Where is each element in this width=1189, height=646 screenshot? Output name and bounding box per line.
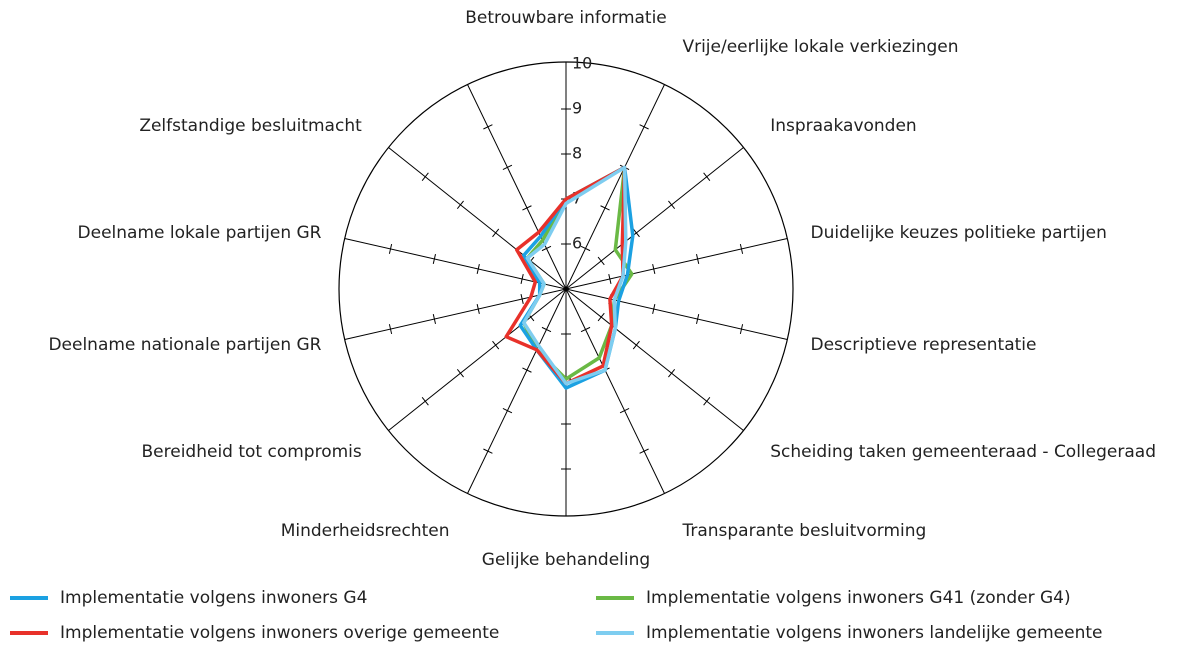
axis-label: Scheiding taken gemeenteraad - Collegera… xyxy=(770,442,1156,462)
spoke xyxy=(565,288,665,494)
tick-mark xyxy=(632,228,640,238)
axis-label: Transparante besluitvorming xyxy=(681,521,926,541)
r-tick-label: 9 xyxy=(572,99,582,118)
tick-mark xyxy=(580,245,591,252)
tick-mark xyxy=(597,256,605,266)
tick-mark xyxy=(432,314,436,325)
r-tick-label: 10 xyxy=(572,54,592,73)
spoke xyxy=(388,288,567,431)
axis-label: Vrije/eerlijke lokale verkiezingen xyxy=(682,37,958,57)
tick-mark xyxy=(580,326,591,333)
spoke xyxy=(565,288,744,431)
tick-mark xyxy=(739,243,744,254)
tick-mark xyxy=(608,274,612,284)
tick-mark xyxy=(502,164,513,170)
tick-mark xyxy=(520,274,524,284)
series-line xyxy=(518,165,635,390)
tick-mark xyxy=(456,200,464,210)
axis-label: Gelijke behandeling xyxy=(482,550,650,570)
tick-mark xyxy=(456,368,464,378)
r-tick-label: 6 xyxy=(572,234,582,253)
axis-label: Descriptieve representatie xyxy=(810,335,1036,355)
tick-mark xyxy=(668,200,676,210)
legend-label: Implementatie volgens inwoners G41 (zond… xyxy=(646,588,1071,608)
tick-mark xyxy=(600,205,610,211)
tick-mark xyxy=(502,408,513,414)
spoke xyxy=(565,288,788,340)
tick-mark xyxy=(696,253,700,264)
axis-label: Deelname lokale partijen GR xyxy=(78,223,322,243)
axis-label: Deelname nationale partijen GR xyxy=(48,335,321,355)
spoke xyxy=(467,288,567,494)
tick-mark xyxy=(421,397,429,406)
axis-label: Betrouwbare informatie xyxy=(465,8,667,28)
tick-mark xyxy=(492,340,500,350)
tick-mark xyxy=(432,253,436,264)
tick-mark xyxy=(739,324,744,335)
tick-mark xyxy=(597,312,605,322)
legend-label: Implementatie volgens inwoners landelijk… xyxy=(646,623,1103,643)
spoke xyxy=(344,238,567,290)
axis-label: Duidelijke keuzes politieke partijen xyxy=(810,223,1106,243)
tick-mark xyxy=(652,304,656,315)
tick-mark xyxy=(632,340,640,350)
series-line xyxy=(522,165,628,386)
tick-mark xyxy=(388,324,393,335)
tick-mark xyxy=(668,368,676,378)
axis-label: Zelfstandige besluitmacht xyxy=(139,116,362,136)
tick-mark xyxy=(483,124,493,130)
tick-mark xyxy=(541,245,552,252)
spoke xyxy=(565,238,788,290)
tick-mark xyxy=(476,304,480,315)
axis-label: Inspraakavonden xyxy=(770,116,916,136)
tick-mark xyxy=(522,205,532,211)
legend-label: Implementatie volgens inwoners G4 xyxy=(60,588,367,608)
tick-mark xyxy=(483,448,493,454)
r-tick-label: 8 xyxy=(572,144,582,163)
legend-label: Implementatie volgens inwoners overige g… xyxy=(60,623,499,643)
tick-mark xyxy=(703,397,711,406)
tick-mark xyxy=(541,326,552,333)
tick-mark xyxy=(703,172,711,181)
tick-mark xyxy=(388,243,393,254)
spoke xyxy=(565,84,665,290)
tick-mark xyxy=(522,367,532,373)
tick-mark xyxy=(492,228,500,238)
series-line xyxy=(504,165,627,386)
spoke xyxy=(565,147,744,290)
spoke xyxy=(467,84,567,290)
tick-mark xyxy=(619,408,630,414)
tick-mark xyxy=(696,314,700,325)
axis-label: Bereidheid tot compromis xyxy=(142,442,362,462)
tick-mark xyxy=(652,263,656,274)
tick-mark xyxy=(520,294,524,304)
tick-mark xyxy=(476,263,480,274)
tick-mark xyxy=(639,124,649,130)
spoke xyxy=(388,147,567,290)
axis-label: Minderheidsrechten xyxy=(281,521,450,541)
tick-mark xyxy=(639,448,649,454)
tick-mark xyxy=(421,172,429,181)
